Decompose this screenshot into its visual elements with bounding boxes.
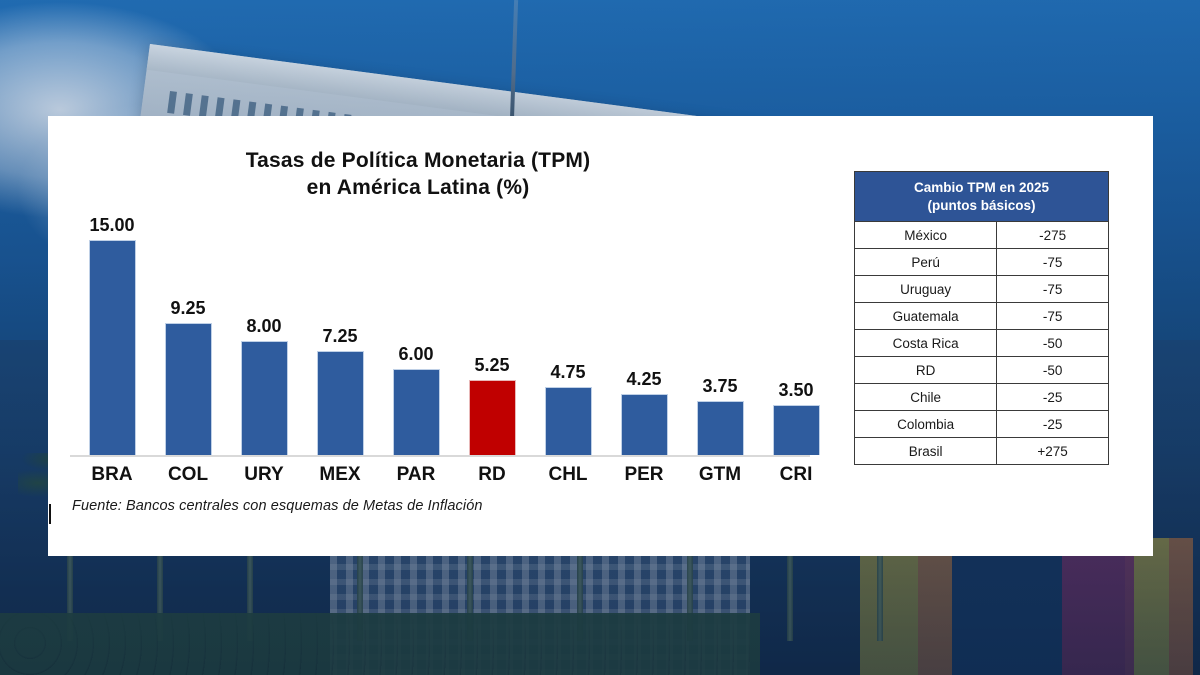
- table-row: Guatemala -75: [853, 302, 1109, 331]
- category-label-bra: BRA: [91, 464, 133, 485]
- table-row: Perú -75: [853, 248, 1109, 277]
- chart-title-line-1: Tasas de Política Monetaria (TPM): [245, 149, 591, 172]
- bar-value-label: 5.25: [474, 355, 510, 375]
- color-stripe-magenta: [1062, 538, 1134, 675]
- tpm-bar-chart: Tasas de Política Monetaria (TPM) en Amé…: [48, 116, 848, 556]
- table-row: México -275: [853, 221, 1109, 250]
- table-cell-country: México: [853, 221, 998, 250]
- color-stripe-orange: [1169, 538, 1193, 675]
- bar-value-label: 3.50: [778, 380, 814, 400]
- chart-title: Tasas de Política Monetaria (TPM) en Amé…: [68, 148, 768, 202]
- bar-slot: [608, 394, 680, 455]
- bar-slot: [380, 369, 452, 455]
- bar-slot: [532, 387, 604, 455]
- table-cell-value: -25: [996, 383, 1109, 412]
- table-row: Uruguay -75: [853, 275, 1109, 304]
- table-cell-value: -75: [996, 248, 1109, 277]
- infographic-card: Tasas de Política Monetaria (TPM) en Amé…: [48, 116, 1153, 556]
- category-label-ury: URY: [244, 464, 284, 485]
- bar-value-label: 8.00: [246, 316, 282, 336]
- chart-baseline-axis: [70, 455, 810, 457]
- bar-per[interactable]: [620, 394, 668, 455]
- category-label-rd: RD: [478, 464, 506, 485]
- table-cell-country: RD: [853, 356, 998, 385]
- category-label-mex: MEX: [319, 464, 361, 485]
- table-cell-value: -25: [996, 410, 1109, 439]
- chart-plot-area: 15.00 9.25 8.00 7.25 6.00 5.25 4.75 4.25 3.75 3.5…: [70, 212, 830, 457]
- bar-value-label: 9.25: [170, 298, 206, 318]
- table-cell-country: Guatemala: [853, 302, 998, 331]
- table-cell-country: Costa Rica: [853, 329, 998, 358]
- left-edge-tick-mark: [49, 504, 51, 524]
- bar-bra[interactable]: [88, 240, 136, 455]
- category-label-par: PAR: [396, 464, 436, 485]
- bar-slot: [760, 405, 832, 455]
- hedge-row: [0, 613, 760, 675]
- table-header-cell: Cambio TPM en 2025 (puntos básicos): [854, 170, 1109, 223]
- bar-slot: [304, 351, 376, 455]
- bar-value-label: 3.75: [702, 376, 738, 396]
- category-label-chl: CHL: [548, 464, 588, 485]
- bar-cri[interactable]: [772, 405, 820, 455]
- bar-par[interactable]: [392, 369, 440, 455]
- bar-ury[interactable]: [240, 341, 288, 455]
- table-row: RD -50: [853, 356, 1109, 385]
- category-label-col: COL: [167, 464, 209, 485]
- table-header-line-2: (puntos básicos): [927, 197, 1036, 213]
- tpm-change-table: Cambio TPM en 2025 (puntos básicos) Méxi…: [853, 170, 1109, 466]
- table-cell-value: -75: [996, 302, 1109, 331]
- table-row: Brasil +275: [853, 437, 1109, 466]
- table-cell-value: -75: [996, 275, 1109, 304]
- chart-category-axis: BRA COL URY MEX PAR RD CHL PER GTM CRI: [70, 464, 830, 492]
- table-cell-country: Uruguay: [853, 275, 998, 304]
- bar-gtm[interactable]: [696, 401, 744, 455]
- bar-value-label: 4.75: [550, 362, 586, 382]
- table-cell-value: +275: [996, 437, 1109, 466]
- table-row: Colombia -25: [853, 410, 1109, 439]
- category-label-per: PER: [624, 464, 664, 485]
- bar-slot: [152, 323, 224, 455]
- table-cell-country: Chile: [853, 383, 998, 412]
- table-cell-value: -50: [996, 329, 1109, 358]
- color-stripe-amber: [918, 538, 952, 675]
- chart-source-note: Fuente: Bancos centrales con esquemas de…: [72, 498, 483, 514]
- bar-value-label: 6.00: [398, 344, 434, 364]
- bar-value-label: 15.00: [89, 215, 135, 235]
- chart-title-line-2: en América Latina (%): [306, 175, 530, 199]
- bar-value-label: 4.25: [626, 369, 662, 389]
- bar-chl[interactable]: [544, 387, 592, 455]
- table-cell-country: Colombia: [853, 410, 998, 439]
- category-label-gtm: GTM: [698, 464, 742, 485]
- table-header-row: Cambio TPM en 2025 (puntos básicos): [854, 170, 1109, 223]
- category-label-cri: CRI: [779, 464, 813, 485]
- bar-slot: [228, 341, 300, 455]
- table-header-line-1: Cambio TPM en 2025: [913, 180, 1050, 195]
- table-body: México -275 Perú -75 Uruguay -75 Guatemala -75 C…: [853, 221, 1109, 466]
- bar-slot: [76, 240, 148, 455]
- color-stripe-navy: [952, 538, 1062, 675]
- table-cell-value: -50: [996, 356, 1109, 385]
- bar-col[interactable]: [164, 323, 212, 455]
- table-row: Costa Rica -50: [853, 329, 1109, 358]
- table-cell-country: Perú: [853, 248, 998, 277]
- bar-mex[interactable]: [316, 351, 364, 455]
- bar-slot: [456, 380, 528, 455]
- table-row: Chile -25: [853, 383, 1109, 412]
- table-cell-value: -275: [996, 221, 1109, 250]
- bar-slot: [684, 401, 756, 455]
- color-stripe-olive: [860, 538, 918, 675]
- table-cell-country: Brasil: [853, 437, 998, 466]
- bar-rd[interactable]: [468, 380, 516, 455]
- bar-value-label: 7.25: [322, 326, 358, 346]
